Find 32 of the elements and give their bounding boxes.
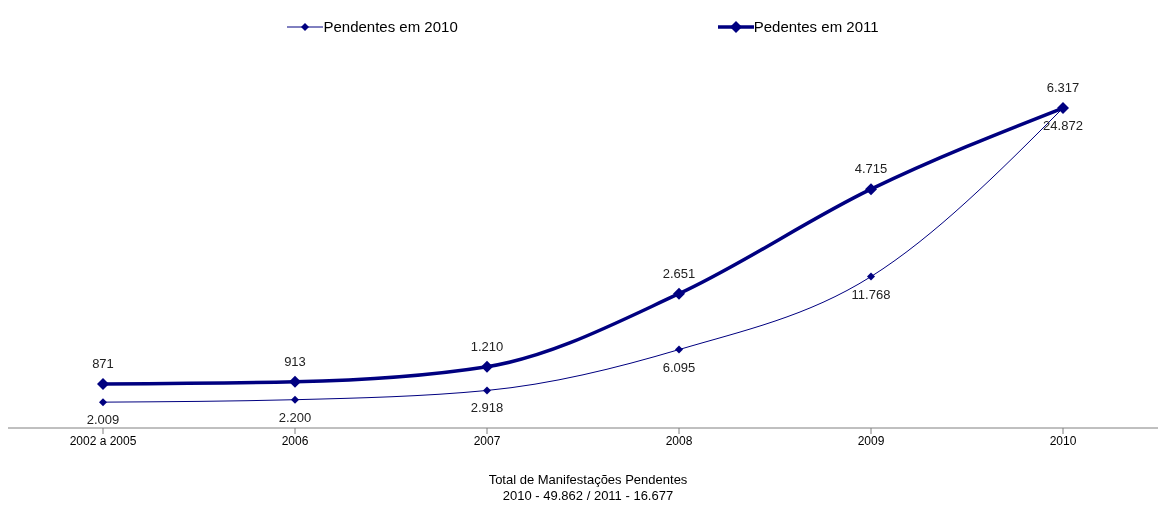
data-label: 4.715 <box>854 161 888 177</box>
x-axis-title: Total de Manifestações Pendentes <box>487 472 689 488</box>
data-label: 1.210 <box>470 338 504 354</box>
data-label: 913 <box>284 353 306 369</box>
x-tick-label: 2010 <box>1049 433 1077 448</box>
point <box>99 398 107 407</box>
data-label: 871 <box>92 355 114 371</box>
point <box>483 386 491 395</box>
point <box>865 183 877 196</box>
x-tick-label: 2007 <box>473 433 501 448</box>
data-label: 11.768 <box>851 286 891 302</box>
x-tick-label: 2009 <box>857 433 885 448</box>
x-tick-label: 2002 a 2005 <box>69 433 137 448</box>
legend-label: Pedentes em 2011 <box>753 18 879 35</box>
point <box>289 375 301 388</box>
data-label: 24.872 <box>1043 118 1083 133</box>
data-label: 2.651 <box>662 265 696 281</box>
point <box>675 345 683 354</box>
x-tick-label: 2006 <box>281 433 309 448</box>
point <box>673 287 685 300</box>
point <box>867 272 875 281</box>
point <box>291 395 299 404</box>
data-label: 6.317 <box>1046 80 1080 95</box>
point <box>97 377 109 390</box>
point <box>481 360 493 373</box>
data-label: 2.918 <box>470 400 504 416</box>
data-label: 2.200 <box>278 409 312 425</box>
data-label: 6.095 <box>662 359 696 375</box>
text: 2010 - 49.862 / 2011 - 16.677 <box>501 488 675 504</box>
x-tick-label: 2008 <box>665 433 693 448</box>
data-label: 2.009 <box>86 412 120 428</box>
legend-label: Pendentes em 2010 <box>323 18 458 35</box>
